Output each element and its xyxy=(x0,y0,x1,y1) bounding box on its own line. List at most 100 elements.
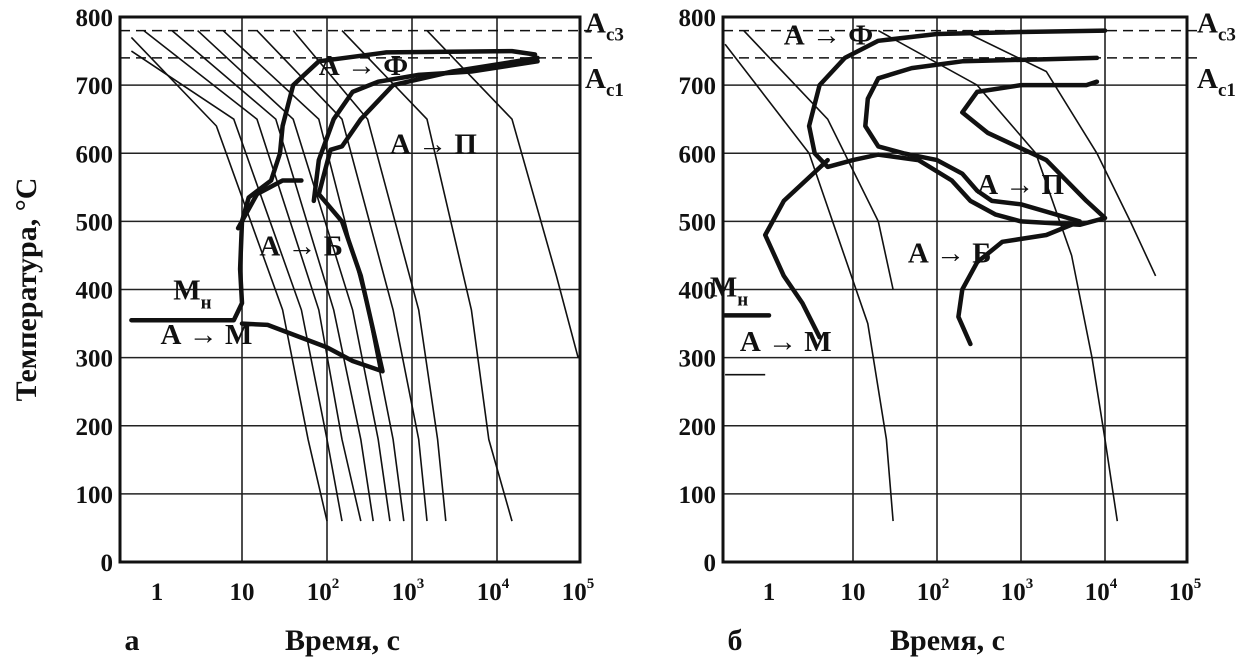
x-tick-label: 105 xyxy=(1169,576,1202,606)
x-tick-exp: 2 xyxy=(332,576,340,592)
y-tick-label: 800 xyxy=(76,5,114,32)
y-tick-label: 500 xyxy=(76,209,114,236)
panel-label: б xyxy=(728,624,743,657)
critical-sub: c3 xyxy=(1218,25,1236,46)
ms-sub: н xyxy=(201,293,212,314)
x-tick-exp: 3 xyxy=(1026,576,1034,592)
plot-frame xyxy=(118,15,582,564)
region-label: А → Ф xyxy=(319,50,408,82)
y-tick-label: 200 xyxy=(679,414,717,441)
curve-cooling xyxy=(961,29,1157,277)
critical-label-c3: Ac3 xyxy=(1197,8,1236,46)
y-tick-label: 500 xyxy=(679,209,717,236)
curve-transformation-end xyxy=(239,55,540,374)
x-tick-base: 10 xyxy=(1001,579,1026,606)
x-tick-exp: 4 xyxy=(502,576,510,592)
x-tick-label: 103 xyxy=(1001,576,1034,606)
curve-cooling xyxy=(130,50,343,522)
grid xyxy=(723,17,1187,562)
y-tick-label: 100 xyxy=(679,482,717,509)
y-tick-label: 700 xyxy=(76,73,114,100)
critical-label-c1: Ac1 xyxy=(1197,63,1236,101)
y-tick-label: 300 xyxy=(76,346,114,373)
x-tick-base: 10 xyxy=(230,579,255,606)
curve-transformation-end xyxy=(863,55,1100,347)
curve-cooling xyxy=(292,30,447,522)
x-tick-exp: 2 xyxy=(942,576,950,592)
curve-ferrite-end xyxy=(311,59,540,204)
panel-label: а xyxy=(125,624,140,657)
x-tick-base: 10 xyxy=(1169,579,1194,606)
critical-sub: c1 xyxy=(606,80,624,101)
y-tick-label: 800 xyxy=(679,5,717,32)
curves xyxy=(722,28,1157,522)
y-tick-label: 400 xyxy=(76,278,114,305)
x-tick-base: 10 xyxy=(392,579,417,606)
region-label: А → П xyxy=(390,128,477,160)
curve-cooling xyxy=(130,36,328,522)
critical-label-c1: Ac1 xyxy=(585,63,624,101)
region-label: А → Б xyxy=(259,230,343,262)
x-tick-exp: 3 xyxy=(417,576,425,592)
curve-bainite-start xyxy=(762,157,830,340)
plot-frame xyxy=(721,15,1189,564)
region-label: А → Б xyxy=(908,237,992,269)
x-tick-label: 105 xyxy=(562,576,595,606)
curve-transformation-start xyxy=(129,48,538,323)
curve-cooling xyxy=(171,29,374,522)
critical-name: A xyxy=(585,63,606,95)
curves xyxy=(129,29,579,522)
region-label: А → П xyxy=(977,169,1064,201)
y-tick-label: 700 xyxy=(679,73,717,100)
y-tick-label: 200 xyxy=(76,414,114,441)
x-tick-exp: 5 xyxy=(1194,576,1202,592)
y-axis-label: Температура, °С xyxy=(10,178,43,402)
ms-main: М xyxy=(173,275,200,307)
x-tick-base: 1 xyxy=(151,579,164,606)
x-tick-base: 10 xyxy=(841,579,866,606)
y-tick-label: 0 xyxy=(704,550,717,577)
critical-name: A xyxy=(1197,8,1218,40)
ms-label: Мн xyxy=(710,271,748,310)
y-tick-label: 300 xyxy=(679,346,717,373)
ms-sub: н xyxy=(737,289,748,310)
curve-cooling xyxy=(256,30,428,522)
curve-cooling xyxy=(877,29,1119,522)
region-label: А → Ф xyxy=(784,19,873,51)
critical-name: A xyxy=(585,8,606,40)
critical-sub: c1 xyxy=(1218,80,1236,101)
curve-cooling xyxy=(724,43,894,522)
x-tick-base: 10 xyxy=(917,579,942,606)
curve-cooling xyxy=(743,30,894,290)
y-tick-label: 0 xyxy=(101,550,114,577)
x-tick-exp: 5 xyxy=(587,576,595,592)
x-axis-label: Время, с xyxy=(285,624,400,657)
x-tick-base: 10 xyxy=(477,579,502,606)
critical-name: A xyxy=(1197,63,1218,95)
x-tick-base: 1 xyxy=(763,579,776,606)
x-axis-label: Время, с xyxy=(890,624,1005,657)
x-tick-label: 10 xyxy=(841,579,866,606)
x-tick-label: 10 xyxy=(230,579,255,606)
region-label: А → М xyxy=(161,319,253,351)
ms-label: Мн xyxy=(173,275,211,314)
region-label: А → М xyxy=(740,326,832,358)
x-tick-base: 10 xyxy=(307,579,332,606)
critical-sub: c3 xyxy=(606,25,624,46)
critical-label-c3: Ac3 xyxy=(585,8,624,46)
y-tick-label: 100 xyxy=(76,482,114,509)
curve-cooling xyxy=(143,29,362,522)
x-tick-exp: 4 xyxy=(1110,576,1118,592)
x-tick-label: 1 xyxy=(763,579,776,606)
x-tick-base: 10 xyxy=(562,579,587,606)
curve-transformation-start xyxy=(806,28,1108,228)
x-tick-label: 102 xyxy=(917,576,950,606)
x-tick-label: 104 xyxy=(1085,576,1118,606)
y-tick-label: 600 xyxy=(679,141,717,168)
x-tick-label: 104 xyxy=(477,576,510,606)
x-tick-label: 103 xyxy=(392,576,425,606)
ms-main: М xyxy=(710,271,737,303)
